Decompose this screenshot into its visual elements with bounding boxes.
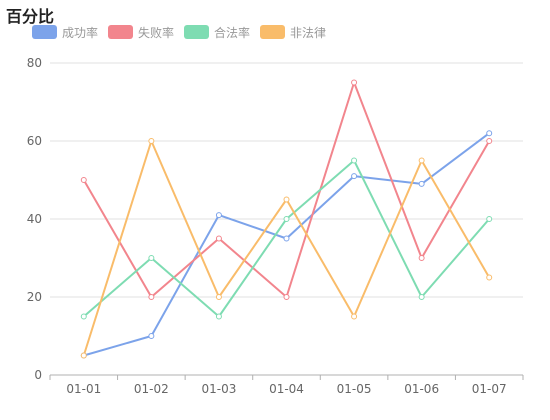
data-point — [215, 294, 222, 300]
x-tick-label: 01-01 — [66, 382, 101, 396]
y-tick-label: 20 — [27, 290, 42, 304]
x-tick-label: 01-02 — [134, 382, 169, 396]
data-point — [215, 313, 222, 320]
data-point — [486, 216, 493, 222]
data-point — [215, 235, 222, 242]
y-tick-label: 0 — [34, 368, 42, 382]
legend-label: 非法律 — [290, 25, 327, 40]
legend-swatch — [108, 25, 134, 39]
data-point — [351, 79, 358, 86]
legend-item[interactable]: 非法律 — [260, 24, 326, 41]
data-point — [418, 294, 425, 300]
data-point — [80, 313, 87, 320]
data-point — [283, 196, 290, 203]
data-point — [148, 138, 155, 144]
data-point — [80, 352, 87, 359]
data-point — [283, 235, 290, 242]
data-point — [283, 216, 290, 222]
data-point — [215, 212, 222, 219]
data-point — [351, 173, 358, 180]
legend-label: 失败率 — [138, 25, 175, 40]
data-point — [486, 274, 493, 281]
data-point — [351, 313, 358, 320]
chart-title: 百分比 — [6, 7, 55, 26]
data-point — [418, 180, 425, 187]
x-tick-label: 01-07 — [472, 382, 507, 396]
legend-item[interactable]: 合法率 — [184, 24, 250, 41]
data-point — [148, 333, 155, 339]
data-point — [148, 294, 155, 300]
data-point — [486, 138, 493, 144]
data-point — [418, 255, 425, 261]
legend-swatch — [260, 25, 286, 39]
y-tick-label: 40 — [27, 212, 42, 226]
legend-label: 成功率 — [62, 25, 99, 40]
legend: 成功率 失败率 合法率 非法律 — [32, 22, 336, 42]
legend-swatch — [184, 25, 210, 39]
data-point — [148, 255, 155, 261]
y-tick-label: 80 — [27, 56, 42, 70]
x-tick-label: 01-03 — [201, 382, 236, 396]
data-point — [486, 130, 493, 137]
legend-label: 合法率 — [214, 25, 251, 40]
x-tick-label: 01-05 — [337, 382, 372, 396]
data-point — [351, 157, 358, 164]
data-point — [418, 157, 425, 164]
data-point — [80, 177, 87, 183]
legend-swatch — [32, 25, 57, 39]
x-tick-label: 01-06 — [404, 382, 439, 396]
legend-item[interactable]: 失败率 — [108, 24, 174, 41]
y-tick-label: 60 — [27, 134, 42, 148]
x-tick-label: 01-04 — [269, 382, 304, 396]
legend-item[interactable]: 成功率 — [32, 24, 98, 41]
data-point — [283, 294, 290, 300]
